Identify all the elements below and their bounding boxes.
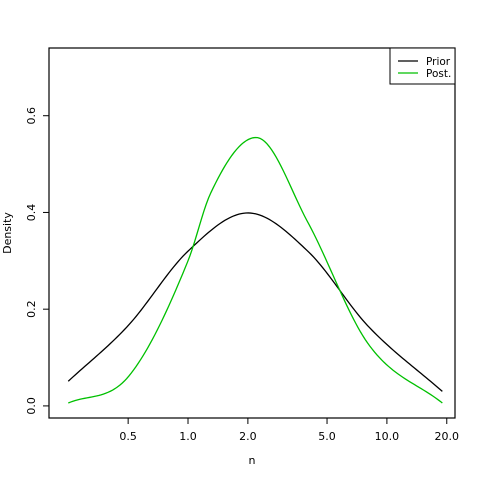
x-axis-label: n (249, 454, 256, 467)
y-axis: 0.0 0.2 0.4 0.6 (25, 107, 50, 415)
y-tick-label: 0.0 (25, 397, 38, 415)
series-line-post (68, 136, 443, 404)
plot-frame (48, 47, 456, 419)
x-axis: 0.5 1.0 2.0 5.0 10.0 20.0 (119, 417, 460, 443)
legend-label: Post. (426, 68, 451, 80)
x-tick-label: 1.0 (179, 430, 197, 443)
y-axis-label: Density (1, 212, 14, 254)
x-tick-label: 2.0 (239, 430, 257, 443)
series-line-prior (67, 212, 443, 392)
x-tick-label: 10.0 (375, 430, 400, 443)
y-tick-label: 0.4 (25, 204, 38, 222)
x-tick-label: 0.5 (119, 430, 137, 443)
legend-label: Prior (426, 56, 451, 68)
y-tick-label: 0.2 (25, 300, 38, 318)
x-tick-label: 20.0 (435, 430, 460, 443)
legend-box (389, 47, 456, 85)
x-tick-label: 5.0 (318, 430, 336, 443)
series-layer (67, 136, 443, 404)
y-tick-label: 0.6 (25, 107, 38, 125)
